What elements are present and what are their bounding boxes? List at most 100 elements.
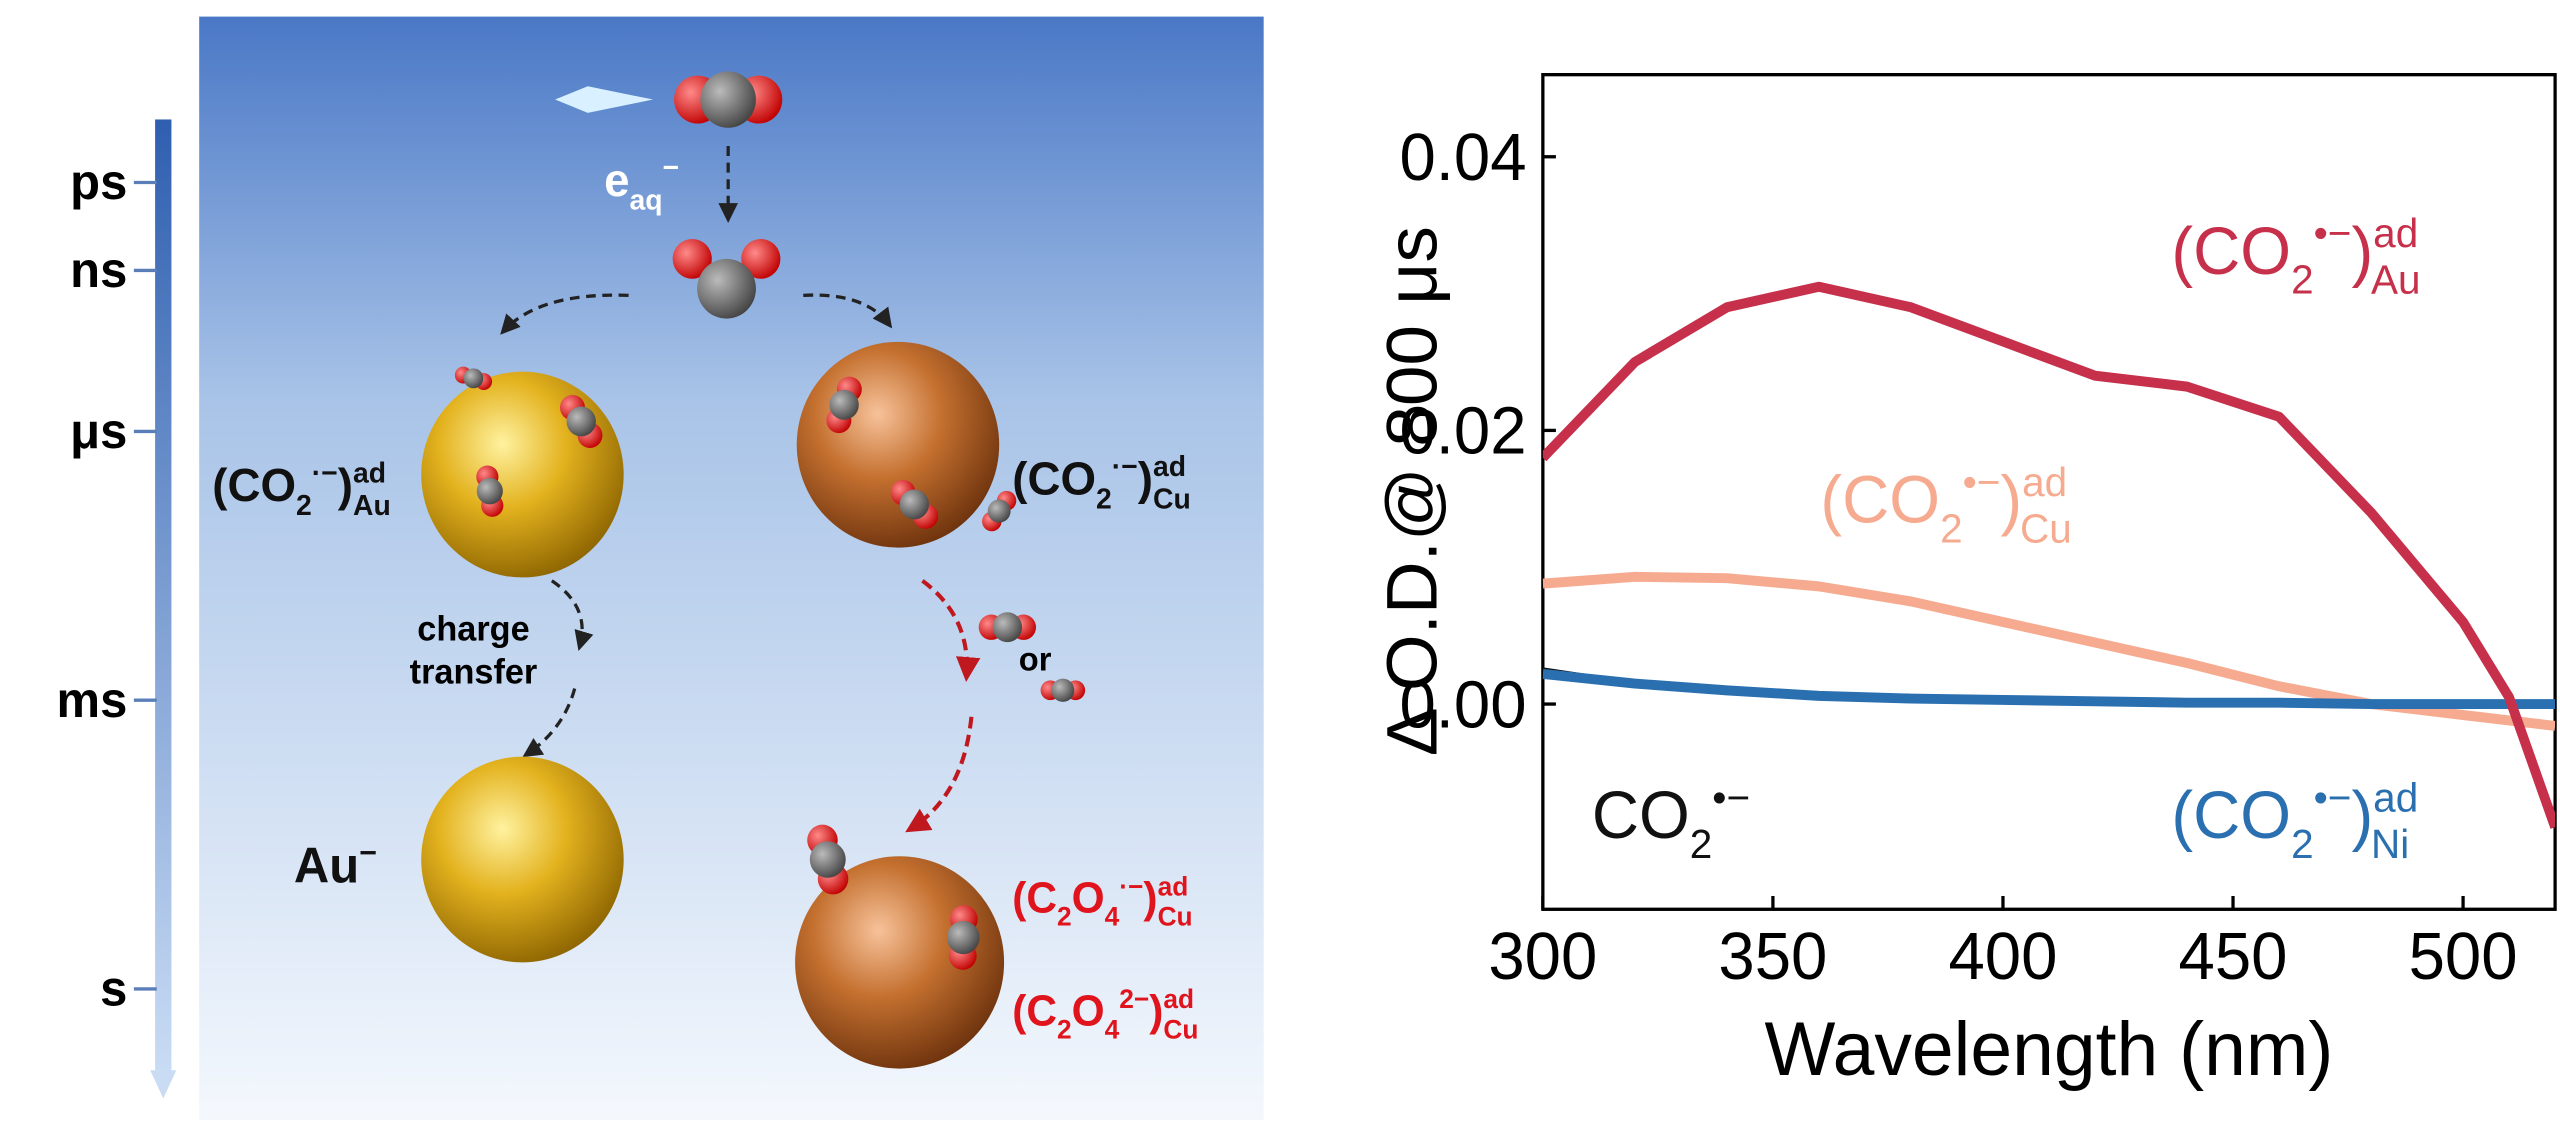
timeline (155, 119, 172, 1074)
text-part: CO (1592, 777, 1690, 852)
text-part: ·− (312, 457, 338, 489)
or-label: or (1019, 640, 1052, 677)
text-part: •− (1712, 774, 1750, 820)
copper-particle (795, 856, 1005, 1069)
text-part: Ni (2371, 821, 2409, 867)
text-part: 2 (2291, 256, 2314, 302)
text-part: •− (1963, 459, 2001, 505)
x-axis-label: Wavelength (nm) (1765, 1007, 2334, 1093)
oxygen-atom (741, 238, 781, 279)
text-part: (C (1012, 874, 1057, 922)
carbon-atom (476, 477, 503, 505)
text-part: 2 (1057, 1014, 1072, 1044)
series-line (1542, 281, 2556, 829)
carbon-atom (809, 841, 846, 878)
electron-beam (555, 86, 654, 113)
carbon-atom (1051, 678, 1075, 702)
series-line (1542, 571, 2556, 731)
text-part: − (663, 152, 680, 184)
text-part: ) (2351, 213, 2373, 288)
molecules (454, 71, 1086, 970)
text-part: Cu (2020, 505, 2072, 551)
carbon-atom (700, 71, 756, 128)
text-part: •− (2314, 210, 2352, 256)
x-tick-label: 400 (1948, 918, 2057, 993)
oxalate-label: (C2O42−)ad Cu (1012, 984, 1198, 1044)
gold-particle (421, 756, 624, 963)
text-part: ) (1143, 874, 1157, 922)
legend-label: (CO2•−)ad Ni (2171, 774, 2418, 867)
text-part: ad (1158, 871, 1189, 901)
text-part: Au (2371, 256, 2421, 302)
text-part: ad (353, 457, 386, 489)
text-part: 2 (1940, 505, 1963, 551)
text-part: (CO (212, 459, 296, 511)
carbon-atom (899, 489, 929, 520)
text-part: ) (2351, 777, 2373, 852)
text-part: ·− (1119, 871, 1143, 901)
text-part: 2 (1096, 483, 1112, 515)
timescale-label: μs (70, 404, 127, 459)
carbon-atom (566, 406, 596, 437)
text-part: ad (2022, 459, 2067, 505)
y-tick-label: 0.00 (1399, 667, 1526, 742)
plot-frame (1541, 73, 2557, 911)
text-part: Au (353, 490, 391, 522)
legend-label: CO2•− (1592, 774, 1750, 867)
gold-particle (421, 371, 624, 578)
text-part: aq (630, 185, 663, 217)
text-part: 2 (2291, 821, 2314, 867)
oxalate-label: (C2O4·−)ad Cu (1012, 871, 1192, 931)
x-tick-label: 500 (2409, 918, 2518, 993)
legend-label: (CO2•−)ad Cu (1820, 459, 2071, 552)
text-part: (CO (1012, 452, 1096, 504)
y-axis-label: Δ O.D.@ 800 μs (1372, 226, 1452, 756)
text-part: − (359, 836, 377, 870)
text-part: O (1072, 874, 1105, 922)
text-part: 2 (1690, 821, 1713, 867)
text-part: Cu (1153, 483, 1191, 515)
x-tick-label: 450 (2179, 918, 2288, 993)
text-part: (CO (2171, 777, 2291, 852)
text-part: ad (2373, 774, 2418, 820)
text-part: 2 (296, 490, 312, 522)
text-part: 4 (1105, 901, 1120, 931)
carbon-atom (946, 920, 980, 955)
text-part: ad (1163, 984, 1194, 1014)
diagram-background (199, 16, 1264, 1121)
text-part: ) (1138, 452, 1153, 504)
text-part: (CO (2171, 213, 2291, 288)
text-part: ) (1149, 987, 1163, 1035)
oxygen-atom (672, 238, 712, 279)
electron-label: eaq− (604, 152, 679, 217)
text-part: O (1072, 987, 1105, 1035)
text-part: ad (2373, 210, 2418, 256)
charge-transfer-label: charge (417, 610, 529, 648)
timescale-label: ns (70, 243, 127, 298)
text-part: ) (2000, 462, 2022, 537)
text-part: 2− (1119, 984, 1149, 1014)
carbon-atom (987, 499, 1011, 523)
text-part: 2 (1057, 901, 1072, 931)
text-part: Cu (1163, 1014, 1198, 1044)
carbon-atom (697, 258, 756, 319)
text-part: Cu (1158, 901, 1193, 931)
au-minus-label: Au− (294, 836, 377, 894)
timescale-label: ps (70, 155, 127, 210)
y-tick-label: 0.02 (1399, 393, 1526, 468)
copper-particle (796, 341, 1000, 548)
series-line (1542, 669, 2556, 710)
adsorbate-label: (CO2·−)ad Cu (1012, 451, 1191, 516)
x-tick-label: 300 (1488, 918, 1597, 993)
text-part: ·− (1112, 451, 1138, 483)
text-part: ) (338, 459, 353, 511)
timeline-arrow (150, 1070, 177, 1099)
carbon-atom (992, 612, 1023, 643)
x-tick-label: 350 (1718, 918, 1827, 993)
text-part: Au (294, 838, 359, 893)
red-arrows (905, 579, 981, 833)
text-part: e (604, 153, 629, 205)
legend-label: (CO2•−)ad Au (2171, 210, 2420, 303)
